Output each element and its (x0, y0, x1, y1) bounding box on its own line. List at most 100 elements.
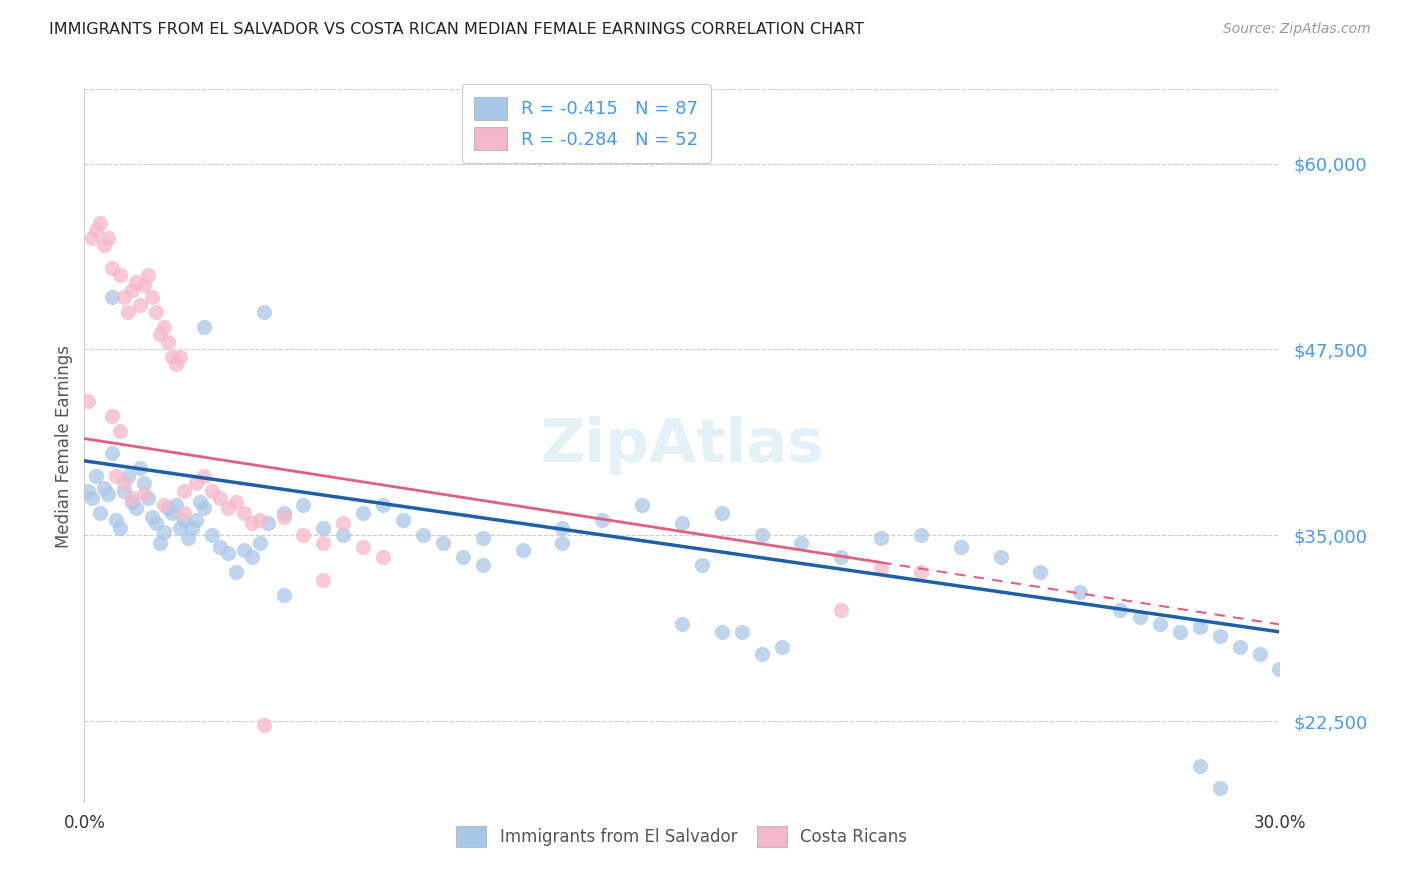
Y-axis label: Median Female Earnings: Median Female Earnings (55, 344, 73, 548)
Point (165, 357, 187, 371)
Point (273, 588, 295, 602)
Point (193, 468, 215, 483)
Point (77, 394, 100, 409)
Point (671, 516, 693, 531)
Point (77, 483, 100, 498)
Point (751, 647, 773, 661)
Point (910, 566, 932, 580)
Point (177, 531, 200, 545)
Point (136, 268, 159, 282)
Point (112, 290, 135, 304)
Point (551, 521, 574, 535)
Point (273, 506, 295, 520)
Point (225, 566, 247, 580)
Point (1029, 566, 1052, 580)
Point (232, 506, 254, 520)
Point (165, 499, 187, 513)
Point (1188, 758, 1211, 772)
Point (332, 528, 354, 542)
Point (93, 238, 115, 252)
Point (110, 268, 132, 282)
Point (188, 495, 211, 509)
Point (101, 260, 124, 275)
Point (129, 298, 152, 312)
Point (157, 334, 180, 349)
Point (97, 486, 120, 500)
Point (97, 231, 120, 245)
Point (101, 290, 124, 304)
Point (731, 624, 754, 639)
Point (153, 320, 176, 334)
Point (1129, 610, 1152, 624)
Point (121, 491, 143, 505)
Point (145, 305, 167, 319)
Point (181, 521, 204, 535)
Point (249, 535, 271, 549)
Point (1209, 780, 1232, 795)
Point (132, 278, 156, 293)
Point (132, 476, 156, 491)
Point (160, 350, 183, 364)
Point (240, 550, 263, 565)
Point (145, 516, 167, 531)
Point (770, 640, 793, 654)
Point (82, 491, 104, 505)
Point (117, 305, 139, 319)
Point (225, 495, 247, 509)
Point (153, 499, 176, 513)
Point (86, 223, 108, 237)
Point (253, 305, 276, 319)
Point (173, 483, 195, 498)
Point (751, 528, 773, 542)
Point (105, 468, 128, 483)
Point (173, 513, 195, 527)
Point (232, 543, 254, 558)
Point (89, 216, 111, 230)
Point (193, 501, 215, 516)
Point (1268, 662, 1291, 676)
Point (830, 550, 852, 565)
Point (352, 506, 374, 520)
Point (86, 468, 108, 483)
Point (1069, 584, 1091, 599)
Point (169, 350, 191, 364)
Point (101, 446, 124, 460)
Point (149, 327, 172, 342)
Point (910, 528, 932, 542)
Point (93, 481, 115, 495)
Point (392, 513, 415, 527)
Point (671, 617, 693, 632)
Point (710, 506, 733, 520)
Point (710, 624, 733, 639)
Point (193, 320, 215, 334)
Point (512, 543, 534, 558)
Point (1168, 624, 1191, 639)
Point (830, 602, 852, 616)
Point (1249, 647, 1271, 661)
Point (110, 424, 132, 438)
Point (141, 510, 163, 524)
Text: Source: ZipAtlas.com: Source: ZipAtlas.com (1223, 22, 1371, 37)
Point (129, 461, 152, 475)
Point (160, 506, 183, 520)
Point (471, 531, 494, 545)
Point (451, 550, 474, 565)
Point (173, 506, 195, 520)
Point (471, 558, 494, 572)
Point (217, 501, 239, 516)
Point (112, 476, 135, 491)
Point (1109, 602, 1132, 616)
Point (312, 535, 335, 549)
Point (292, 528, 315, 542)
Point (949, 540, 972, 554)
Point (1209, 629, 1232, 643)
Point (153, 525, 176, 540)
Point (105, 513, 128, 527)
Point (1149, 617, 1171, 632)
Point (352, 540, 374, 554)
Point (136, 491, 159, 505)
Point (591, 513, 613, 527)
Point (149, 535, 172, 549)
Point (373, 499, 395, 513)
Point (292, 499, 315, 513)
